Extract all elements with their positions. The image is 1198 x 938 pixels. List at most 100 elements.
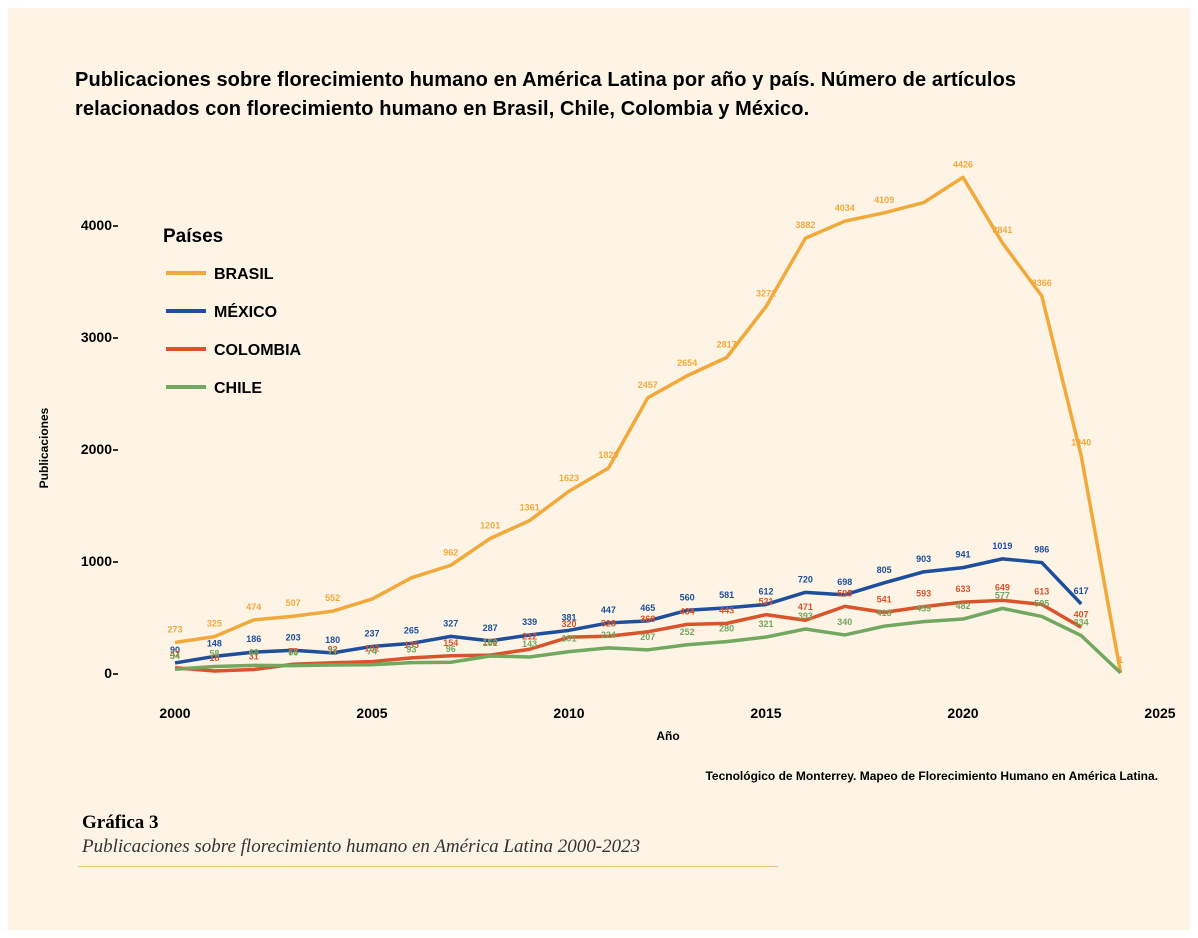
y-tick-label: 0 <box>104 665 112 681</box>
data-label: 1829 <box>598 450 618 460</box>
data-label: 74 <box>367 647 377 657</box>
data-label: 47 <box>170 650 180 660</box>
legend-label: MÉXICO <box>214 302 277 321</box>
data-label: 1940 <box>1071 438 1091 448</box>
data-label: 203 <box>286 632 301 642</box>
y-tick-label: 2000 <box>81 441 112 457</box>
y-tick-label: 3000 <box>81 329 112 345</box>
data-label: 3366 <box>1032 278 1052 288</box>
data-label: 649 <box>995 582 1010 592</box>
data-label: 465 <box>640 603 655 613</box>
data-label: 368 <box>640 614 655 624</box>
x-tick-label: 2000 <box>159 705 190 721</box>
data-label: 459 <box>916 604 931 614</box>
data-label: 581 <box>719 590 734 600</box>
data-label: 252 <box>680 627 695 637</box>
legend-title: Países <box>163 226 223 247</box>
data-label: 3841 <box>992 225 1012 235</box>
data-label: 1361 <box>520 503 540 513</box>
y-tick-label: 1000 <box>81 553 112 569</box>
data-label: 31 <box>249 652 259 662</box>
background: Publicaciones sobre florecimiento humano… <box>8 8 1190 930</box>
data-label: 471 <box>798 602 813 612</box>
data-label: 505 <box>1034 598 1049 608</box>
data-label: 613 <box>1034 586 1049 596</box>
data-label: 4109 <box>874 195 894 205</box>
x-axis-label: Año <box>656 729 679 743</box>
data-label: 698 <box>837 577 852 587</box>
data-label: 612 <box>758 586 773 596</box>
data-label: 474 <box>246 602 261 612</box>
data-label: 633 <box>955 584 970 594</box>
data-label: 102 <box>364 644 379 654</box>
data-label: 1201 <box>480 520 500 530</box>
series-line <box>174 175 1123 674</box>
caption-label: Gráfica 3 <box>82 812 159 833</box>
data-label: 265 <box>404 625 419 635</box>
data-label: 143 <box>522 639 537 649</box>
data-label: 334 <box>1074 618 1089 628</box>
data-label: 148 <box>207 638 222 648</box>
data-label: 1019 <box>992 541 1012 551</box>
data-label: 393 <box>798 611 813 621</box>
data-label: 3271 <box>756 289 776 299</box>
data-label: 186 <box>246 634 261 644</box>
data-label: 521 <box>758 597 773 607</box>
data-label: 2457 <box>638 380 658 390</box>
data-label: 92 <box>328 645 338 655</box>
data-label: 1623 <box>559 473 579 483</box>
caption-text: Publicaciones sobre florecimiento humano… <box>82 836 641 857</box>
chart: Publicaciones Año Tecnológico de Monterr… <box>37 159 1176 783</box>
data-label: 482 <box>955 601 970 611</box>
data-label: 560 <box>680 592 695 602</box>
data-label: 180 <box>325 635 340 645</box>
data-label: 93 <box>406 645 416 655</box>
data-label: 34 <box>170 651 180 661</box>
data-label: 4426 <box>953 159 973 169</box>
x-tick-label: 2015 <box>750 705 781 721</box>
data-label: 3882 <box>795 220 815 230</box>
data-label: 71 <box>328 647 338 657</box>
x-tick-label: 2025 <box>1144 705 1175 721</box>
data-label: 320 <box>561 619 576 629</box>
data-label: 207 <box>640 632 655 642</box>
data-label: 325 <box>207 619 222 629</box>
legend-label: CHILE <box>214 380 262 397</box>
data-label: 328 <box>601 618 616 628</box>
data-label: 617 <box>1074 586 1089 596</box>
data-label: 434 <box>680 606 695 616</box>
data-label: 90 <box>170 645 180 655</box>
data-label: 135 <box>404 640 419 650</box>
x-tick-label: 2010 <box>553 705 584 721</box>
data-label: 340 <box>837 617 852 627</box>
data-label: 381 <box>561 612 576 622</box>
data-label: 552 <box>325 593 340 603</box>
data-label: 68 <box>249 647 259 657</box>
data-label: 154 <box>443 638 458 648</box>
data-label: 418 <box>877 608 892 618</box>
data-label: 507 <box>286 598 301 608</box>
series-line <box>174 606 1122 675</box>
series-line <box>174 557 1083 665</box>
data-label: 224 <box>601 630 616 640</box>
data-label: 593 <box>916 589 931 599</box>
x-tick-label: 2005 <box>356 705 387 721</box>
data-label: 941 <box>955 550 970 560</box>
data-label: 2654 <box>677 358 697 368</box>
data-label: 18 <box>209 653 219 663</box>
data-label: 903 <box>916 554 931 564</box>
legend-label: COLOMBIA <box>214 342 302 359</box>
data-label: 447 <box>601 605 616 615</box>
data-label: 577 <box>995 590 1010 600</box>
series-line <box>174 598 1083 673</box>
data-label: 66 <box>288 648 298 658</box>
data-label: 407 <box>1074 609 1089 619</box>
data-label: 237 <box>364 628 379 638</box>
data-label: 78 <box>288 646 298 656</box>
data-label: 1 <box>1118 655 1123 665</box>
y-tick-label: 4000 <box>81 217 112 233</box>
data-label: 962 <box>443 547 458 557</box>
data-label: 595 <box>837 588 852 598</box>
data-label: 191 <box>561 634 576 644</box>
data-label: 321 <box>758 619 773 629</box>
